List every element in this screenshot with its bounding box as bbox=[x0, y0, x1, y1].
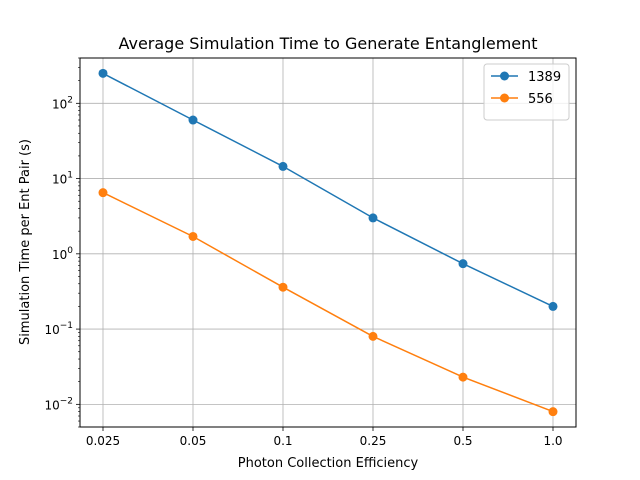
data-point-1389 bbox=[98, 68, 108, 78]
data-point-1389 bbox=[458, 259, 468, 269]
data-point-556 bbox=[548, 407, 558, 417]
data-point-1389 bbox=[188, 115, 198, 125]
data-point-556 bbox=[188, 231, 198, 241]
x-axis: 0.025 0.05 0.1 0.25 0.5 1.0 bbox=[86, 427, 563, 448]
data-point-1389 bbox=[278, 161, 288, 171]
legend-swatch-marker bbox=[500, 93, 509, 103]
series-line-1389 bbox=[102, 72, 554, 308]
series-line-556 bbox=[102, 191, 554, 413]
legend-label: 1389 bbox=[528, 70, 561, 85]
data-point-556 bbox=[368, 331, 378, 341]
y-tick-label: 101 bbox=[52, 171, 73, 187]
y-tick-label: 100 bbox=[52, 246, 73, 262]
chart-title: Average Simulation Time to Generate Enta… bbox=[118, 34, 537, 53]
data-point-556 bbox=[458, 372, 468, 382]
y-tick-label: 10−2 bbox=[44, 396, 73, 412]
y-tick-label: 102 bbox=[52, 95, 73, 111]
y-tick-label: 10−1 bbox=[44, 321, 73, 337]
x-tick-label: 0.25 bbox=[360, 434, 387, 448]
data-point-1389 bbox=[548, 301, 558, 311]
x-tick-label: 0.5 bbox=[453, 434, 472, 448]
x-tick-label: 0.025 bbox=[86, 434, 120, 448]
series-layer bbox=[98, 68, 558, 417]
x-axis-label: Photon Collection Efficiency bbox=[238, 456, 419, 471]
data-point-556 bbox=[278, 282, 288, 292]
y-axis-label: Simulation Time per Ent Pair (s) bbox=[18, 139, 33, 345]
x-tick-label: 0.05 bbox=[180, 434, 207, 448]
data-point-1389 bbox=[368, 213, 378, 223]
data-point-556 bbox=[98, 188, 108, 198]
plot-frame bbox=[79, 57, 577, 428]
x-tick-label: 1.0 bbox=[543, 434, 562, 448]
y-axis: 10−2 10−1 100 101 102 bbox=[44, 57, 80, 428]
x-tick-label: 0.1 bbox=[273, 434, 292, 448]
legend: 1389 556 bbox=[483, 63, 570, 121]
legend-swatch-marker bbox=[500, 71, 509, 81]
legend-label: 556 bbox=[528, 92, 553, 107]
